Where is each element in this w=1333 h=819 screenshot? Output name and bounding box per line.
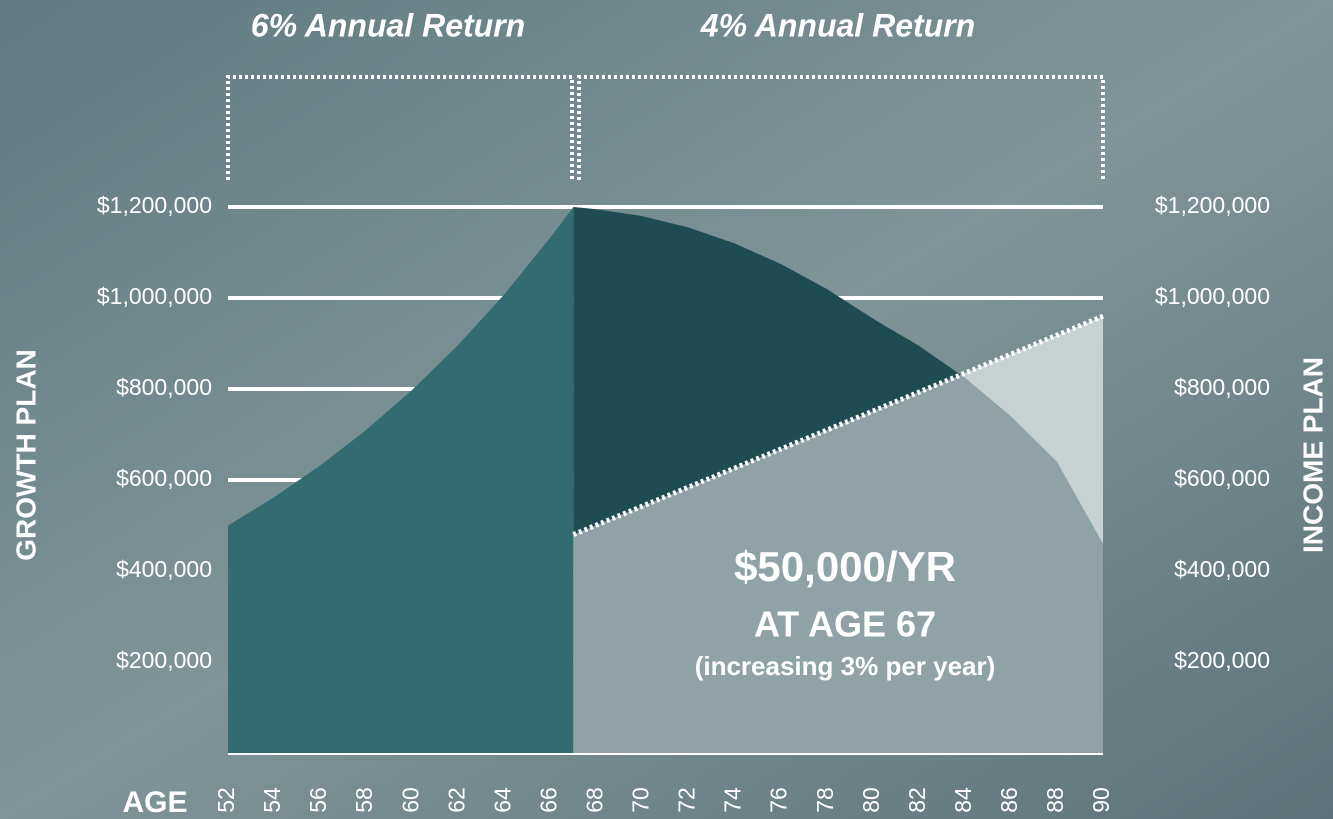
period-label: 4% Annual Return xyxy=(700,7,975,43)
y2-tick-label: $200,000 xyxy=(1174,647,1270,673)
y-axis-label: GROWTH PLAN xyxy=(10,349,41,561)
y-tick-label: $200,000 xyxy=(116,647,212,673)
x-tick-label: 84 xyxy=(950,787,976,813)
y2-axis-label: INCOME PLAN xyxy=(1297,357,1328,553)
x-tick-label: 72 xyxy=(674,787,700,813)
y-tick-label: $800,000 xyxy=(116,374,212,400)
y-tick-label: $600,000 xyxy=(116,465,212,491)
x-tick-label: 54 xyxy=(259,787,285,813)
x-tick-label: 76 xyxy=(766,787,792,813)
chart: 6% Annual Return 4% Annual Return GROWTH… xyxy=(0,0,1333,819)
x-tick-label: 86 xyxy=(996,787,1022,813)
x-tick-label: 82 xyxy=(904,787,930,813)
y-tick-label: $1,000,000 xyxy=(97,283,212,309)
annotation: AT AGE 67 xyxy=(754,604,936,645)
x-tick-label: 88 xyxy=(1042,787,1068,813)
x-tick-label: 66 xyxy=(535,787,561,813)
y-tick-label: $400,000 xyxy=(116,556,212,582)
y2-tick-label: $600,000 xyxy=(1174,465,1270,491)
y2-tick-label: $1,200,000 xyxy=(1155,192,1270,218)
y2-tick-label: $1,000,000 xyxy=(1155,283,1270,309)
x-tick-label: 58 xyxy=(351,787,377,813)
x-tick-label: 74 xyxy=(720,787,746,813)
x-tick-label: 90 xyxy=(1088,787,1114,813)
annotation: (increasing 3% per year) xyxy=(695,651,996,681)
x-tick-label: 60 xyxy=(397,787,423,813)
x-tick-label: 70 xyxy=(628,787,654,813)
y-tick-label: $1,200,000 xyxy=(97,192,212,218)
y2-tick-label: $400,000 xyxy=(1174,556,1270,582)
period-label: 6% Annual Return xyxy=(251,7,525,43)
x-tick-label: 68 xyxy=(581,787,607,813)
x-tick-label: 78 xyxy=(812,787,838,813)
x-axis-label: AGE xyxy=(122,786,187,819)
x-tick-label: 80 xyxy=(858,787,884,813)
y2-tick-label: $800,000 xyxy=(1174,374,1270,400)
x-tick-label: 56 xyxy=(305,787,331,813)
x-tick-label: 62 xyxy=(443,787,469,813)
x-tick-label: 52 xyxy=(213,787,239,813)
annotation: $50,000/YR xyxy=(734,543,956,590)
x-tick-label: 64 xyxy=(489,787,515,813)
